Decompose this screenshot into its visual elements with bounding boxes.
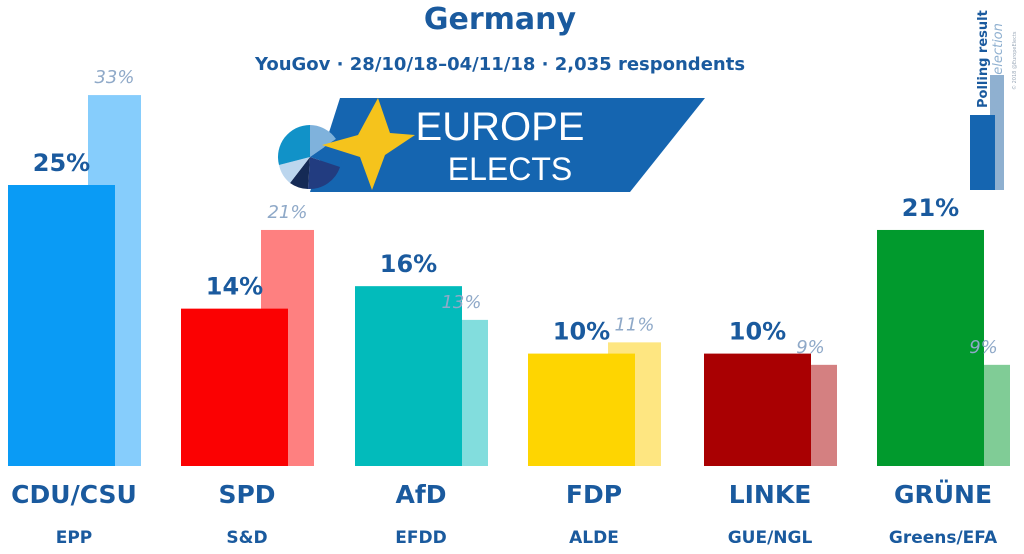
europe-elects-logo: EUROPE ELECTS <box>277 98 705 192</box>
group-label-fdp: ALDE <box>569 528 619 548</box>
chart-title: Germany <box>423 2 577 37</box>
chart-subtitle: YouGov · 28/10/18–04/11/18 · 2,035 respo… <box>254 54 746 75</box>
bar-poll-afd <box>355 286 462 466</box>
chart-legend: Polling result 2017 election © 2018 @Eur… <box>970 10 1018 190</box>
pie-icon <box>277 125 342 190</box>
value-label-2017-cdu-csu: 33% <box>94 67 134 88</box>
group-label-afd: EFDD <box>395 528 446 548</box>
value-label-2017-fdp: 11% <box>614 314 654 335</box>
category-label-linke: LINKE <box>729 480 812 509</box>
value-label-poll-cdu-csu: 25% <box>33 149 90 177</box>
value-label-poll-spd: 14% <box>206 273 263 301</box>
labels-group: 25% 33% CDU/CSU EPP 14% 21% SPD S&D 16%13% AfD EFD… <box>11 67 998 548</box>
category-label-fdp: FDP <box>566 480 622 509</box>
logo-text-elects: ELECTS <box>448 151 572 187</box>
value-label-2017-afd: 13% <box>441 292 481 313</box>
value-label-2017-spd: 21% <box>267 202 307 223</box>
value-label-poll-afd: 16% <box>380 250 437 278</box>
legend-label-current: Polling result <box>976 10 991 108</box>
group-label-gr-ne: Greens/EFA <box>889 528 998 548</box>
bar-poll-linke <box>704 353 811 466</box>
bar-poll-cdu-csu <box>8 185 115 466</box>
category-label-gr-ne: GRÜNE <box>894 479 992 509</box>
category-label-afd: AfD <box>396 480 447 509</box>
group-label-linke: GUE/NGL <box>728 528 813 548</box>
legend-swatch-current <box>970 115 995 190</box>
bar-poll-gr-ne <box>877 229 984 466</box>
category-label-cdu-csu: CDU/CSU <box>11 480 137 509</box>
category-label-spd: SPD <box>218 480 275 509</box>
bar-poll-fdp <box>528 353 635 466</box>
logo-text-europe: EUROPE <box>416 105 585 149</box>
legend-label-previous: 2017 election <box>991 23 1006 112</box>
group-label-spd: S&D <box>226 528 267 548</box>
copyright-text: © 2018 @EuropeElects <box>1011 31 1018 90</box>
value-label-2017-linke: 9% <box>796 337 825 358</box>
current-bars-group <box>8 185 984 466</box>
value-label-poll-fdp: 10% <box>553 318 610 346</box>
logo-banner <box>310 98 705 192</box>
value-label-2017-gr-ne: 9% <box>969 337 998 358</box>
group-label-cdu-csu: EPP <box>56 528 93 548</box>
star-icon <box>322 98 415 190</box>
value-label-poll-linke: 10% <box>729 318 786 346</box>
value-label-poll-gr-ne: 21% <box>902 194 959 222</box>
bar-poll-spd <box>181 308 288 466</box>
